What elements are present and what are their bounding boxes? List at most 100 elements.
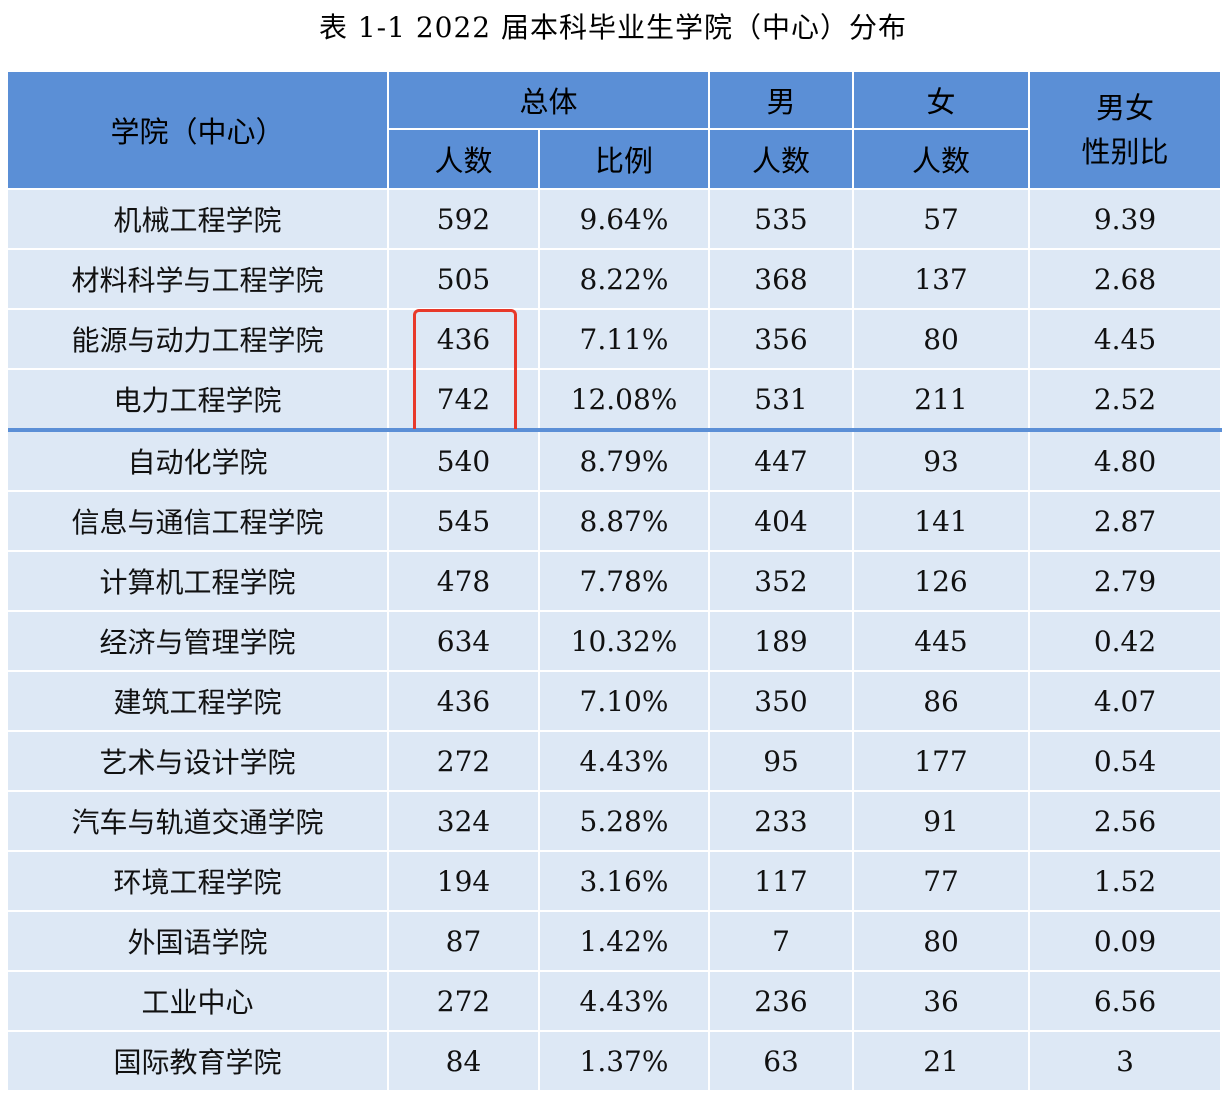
- male-count-cell: 189: [709, 611, 855, 672]
- male-count-cell: 236: [709, 971, 855, 1032]
- gender-ratio-cell: 2.79: [1029, 551, 1223, 612]
- header-total-count: 人数: [388, 129, 540, 190]
- table-row: 计算机工程学院 478 7.78% 352 126 2.79: [8, 551, 1223, 612]
- female-count-cell: 80: [853, 309, 1031, 370]
- highlight-box: [413, 309, 517, 429]
- male-count-cell: 356: [709, 309, 855, 370]
- college-name-cell: 能源与动力工程学院: [8, 309, 389, 370]
- header-male: 男: [709, 72, 855, 130]
- total-count-cell: 324: [388, 791, 540, 852]
- percent-cell: 7.11%: [539, 309, 711, 370]
- gender-ratio-cell: 4.45: [1029, 309, 1223, 370]
- college-name-cell: 信息与通信工程学院: [8, 491, 389, 552]
- percent-cell: 12.08%: [539, 369, 711, 432]
- total-count-cell: 87: [388, 911, 540, 972]
- gender-ratio-cell: 0.42: [1029, 611, 1223, 672]
- gender-ratio-cell: 3: [1029, 1031, 1223, 1092]
- female-count-cell: 211: [853, 369, 1031, 432]
- gender-ratio-cell: 6.56: [1029, 971, 1223, 1032]
- male-count-cell: 350: [709, 671, 855, 732]
- gender-ratio-cell: 2.87: [1029, 491, 1223, 552]
- table-row: 国际教育学院 84 1.37% 63 21 3: [8, 1031, 1223, 1092]
- female-count-cell: 77: [853, 851, 1031, 912]
- total-count-cell: 194: [388, 851, 540, 912]
- total-count-cell: 545: [388, 491, 540, 552]
- college-name-cell: 环境工程学院: [8, 851, 389, 912]
- female-count-cell: 91: [853, 791, 1031, 852]
- percent-cell: 8.87%: [539, 491, 711, 552]
- college-name-cell: 经济与管理学院: [8, 611, 389, 672]
- female-count-cell: 137: [853, 249, 1031, 310]
- total-count-cell: 84: [388, 1031, 540, 1092]
- college-name-cell: 自动化学院: [8, 430, 389, 492]
- table-row: 信息与通信工程学院 545 8.87% 404 141 2.87: [8, 491, 1223, 552]
- female-count-cell: 21: [853, 1031, 1031, 1092]
- table-row: 材料科学与工程学院 505 8.22% 368 137 2.68: [8, 249, 1223, 310]
- total-count-cell: 478: [388, 551, 540, 612]
- gender-ratio-cell: 4.07: [1029, 671, 1223, 732]
- male-count-cell: 95: [709, 731, 855, 792]
- male-count-cell: 447: [709, 430, 855, 492]
- male-count-cell: 352: [709, 551, 855, 612]
- male-count-cell: 233: [709, 791, 855, 852]
- college-name-cell: 艺术与设计学院: [8, 731, 389, 792]
- college-name-cell: 材料科学与工程学院: [8, 249, 389, 310]
- college-name-cell: 电力工程学院: [8, 369, 389, 432]
- total-count-cell: 272: [388, 731, 540, 792]
- female-count-cell: 93: [853, 430, 1031, 492]
- table-row: 汽车与轨道交通学院 324 5.28% 233 91 2.56: [8, 791, 1223, 852]
- gender-ratio-cell: 2.52: [1029, 369, 1223, 432]
- college-name-cell: 工业中心: [8, 971, 389, 1032]
- table-title: 表 1-1 2022 届本科毕业生学院（中心）分布: [318, 11, 908, 44]
- gender-ratio-cell: 0.54: [1029, 731, 1223, 792]
- female-count-cell: 36: [853, 971, 1031, 1032]
- header-gender-ratio: 男女 性别比: [1029, 72, 1223, 190]
- table-body: 机械工程学院 592 9.64% 535 57 9.39 材料科学与工程学院 505 8.22%…: [8, 189, 1223, 1092]
- table-row: 电力工程学院 742 12.08% 531 211 2.52: [8, 369, 1223, 432]
- college-name-cell: 机械工程学院: [8, 189, 389, 250]
- header-total: 总体: [388, 72, 711, 130]
- female-count-cell: 57: [853, 189, 1031, 250]
- percent-cell: 7.10%: [539, 671, 711, 732]
- header-female: 女: [853, 72, 1031, 130]
- percent-cell: 8.79%: [539, 430, 711, 492]
- table-row: 能源与动力工程学院 436 7.11% 356 80 4.45: [8, 309, 1223, 370]
- college-name-cell: 建筑工程学院: [8, 671, 389, 732]
- total-count-cell: 505: [388, 249, 540, 310]
- table-row: 环境工程学院 194 3.16% 117 77 1.52: [8, 851, 1223, 912]
- male-count-cell: 535: [709, 189, 855, 250]
- male-count-cell: 368: [709, 249, 855, 310]
- table-row: 工业中心 272 4.43% 236 36 6.56: [8, 971, 1223, 1032]
- table-row: 艺术与设计学院 272 4.43% 95 177 0.54: [8, 731, 1223, 792]
- male-count-cell: 404: [709, 491, 855, 552]
- gender-ratio-cell: 0.09: [1029, 911, 1223, 972]
- header-college: 学院（中心）: [8, 72, 389, 190]
- female-count-cell: 141: [853, 491, 1031, 552]
- college-name-cell: 国际教育学院: [8, 1031, 389, 1092]
- female-count-cell: 80: [853, 911, 1031, 972]
- percent-cell: 1.42%: [539, 911, 711, 972]
- female-count-cell: 86: [853, 671, 1031, 732]
- college-distribution-table: 学院（中心） 总体 男 女 男女 性别比 人数 比例 人数 人数 机械工程学院 5…: [8, 72, 1223, 1092]
- total-count-cell: 592: [388, 189, 540, 250]
- table-row: 自动化学院 540 8.79% 447 93 4.80: [8, 430, 1223, 492]
- percent-cell: 3.16%: [539, 851, 711, 912]
- table-row: 建筑工程学院 436 7.10% 350 86 4.07: [8, 671, 1223, 732]
- college-name-cell: 汽车与轨道交通学院: [8, 791, 389, 852]
- gender-ratio-cell: 2.56: [1029, 791, 1223, 852]
- table-row: 机械工程学院 592 9.64% 535 57 9.39: [8, 189, 1223, 250]
- total-count-cell: 272: [388, 971, 540, 1032]
- percent-cell: 10.32%: [539, 611, 711, 672]
- total-count-cell: 436: [388, 671, 540, 732]
- female-count-cell: 445: [853, 611, 1031, 672]
- header-female-count: 人数: [853, 129, 1031, 190]
- percent-cell: 1.37%: [539, 1031, 711, 1092]
- total-count-cell: 540: [388, 430, 540, 492]
- percent-cell: 5.28%: [539, 791, 711, 852]
- male-count-cell: 7: [709, 911, 855, 972]
- female-count-cell: 126: [853, 551, 1031, 612]
- female-count-cell: 177: [853, 731, 1031, 792]
- college-name-cell: 计算机工程学院: [8, 551, 389, 612]
- header-male-count: 人数: [709, 129, 855, 190]
- percent-cell: 7.78%: [539, 551, 711, 612]
